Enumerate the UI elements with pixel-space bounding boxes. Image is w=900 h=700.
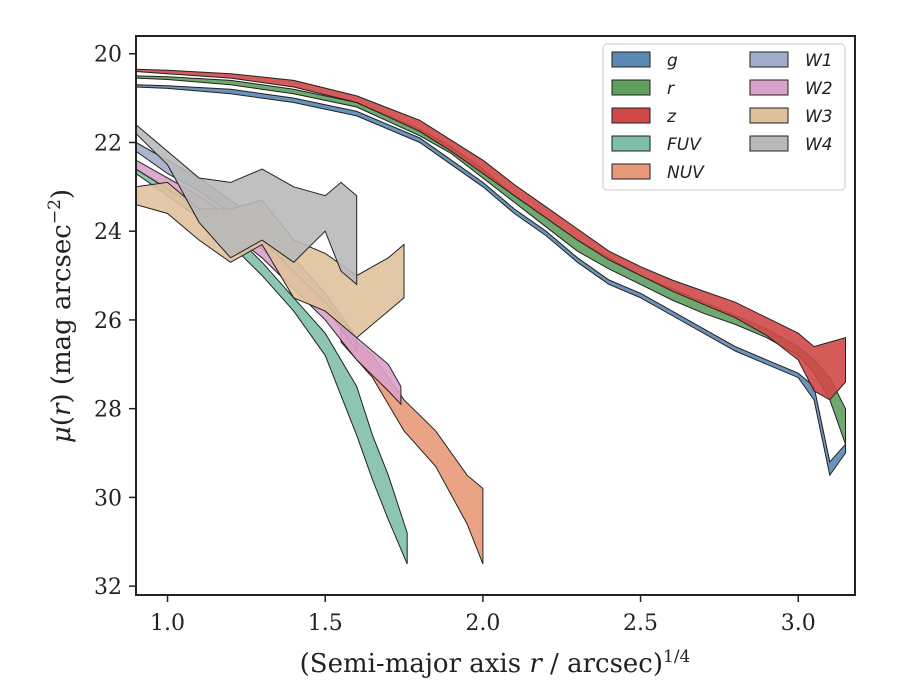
x-tick-label: 1.0 — [150, 611, 185, 636]
legend-swatch-r — [611, 79, 651, 96]
legend-swatch-z — [611, 107, 651, 124]
legend-label-w2: W2 — [805, 79, 833, 99]
legend: grz FUV NUV W1 W2 W3 W4 — [602, 43, 846, 191]
y-tick-label: 32 — [94, 575, 122, 600]
x-axis-label-exponent: 1/4 — [663, 647, 690, 667]
x-tick-label: 3.0 — [781, 611, 816, 636]
legend-swatch-fuv — [611, 135, 651, 152]
x-tick-label: 1.5 — [308, 611, 343, 636]
y-tick-label: 28 — [94, 398, 122, 423]
legend-swatch-w2 — [749, 79, 789, 96]
y-tick-label: 22 — [94, 131, 122, 156]
plot-area — [135, 35, 856, 596]
legend-swatch-nuv — [611, 163, 651, 180]
legend-label-w4: W4 — [805, 135, 833, 155]
y-tick-label: 24 — [94, 220, 122, 245]
band-z — [136, 68, 846, 401]
band-layer — [136, 68, 846, 565]
x-tick-label: 2.0 — [465, 611, 500, 636]
x-axis-ticks: 1.0 1.5 2.0 2.5 3.0 — [150, 595, 816, 636]
legend-label-w1: W1 — [805, 51, 833, 71]
legend-label-g: g — [667, 51, 678, 71]
x-tick-label: 2.5 — [623, 611, 658, 636]
x-axis-label-r: r — [529, 649, 543, 679]
y-axis-ticks: 20 22 24 26 28 30 32 — [94, 43, 136, 600]
band-w4 — [136, 124, 358, 286]
legend-label-z: z — [666, 107, 677, 127]
legend-swatch-w3 — [749, 107, 789, 124]
legend-swatch-g — [611, 51, 651, 68]
axes-frame — [135, 35, 856, 596]
x-axis-label-prefix: (Semi-major axis — [300, 649, 530, 679]
legend-label-r: r — [667, 79, 675, 99]
y-tick-label: 26 — [94, 309, 122, 334]
y-tick-label: 20 — [94, 43, 122, 68]
legend-swatch-w4 — [749, 135, 789, 152]
y-axis-label: μ(r) (mag arcsec−2) — [45, 189, 77, 443]
legend-swatch-w1 — [749, 51, 789, 68]
legend-label-fuv: FUV — [667, 135, 702, 155]
legend-label-w3: W3 — [805, 107, 833, 127]
x-axis-label: (Semi-major axis r / arcsec)1/4 — [300, 647, 691, 679]
y-tick-label: 30 — [94, 486, 122, 511]
legend-label-nuv: NUV — [667, 163, 705, 183]
